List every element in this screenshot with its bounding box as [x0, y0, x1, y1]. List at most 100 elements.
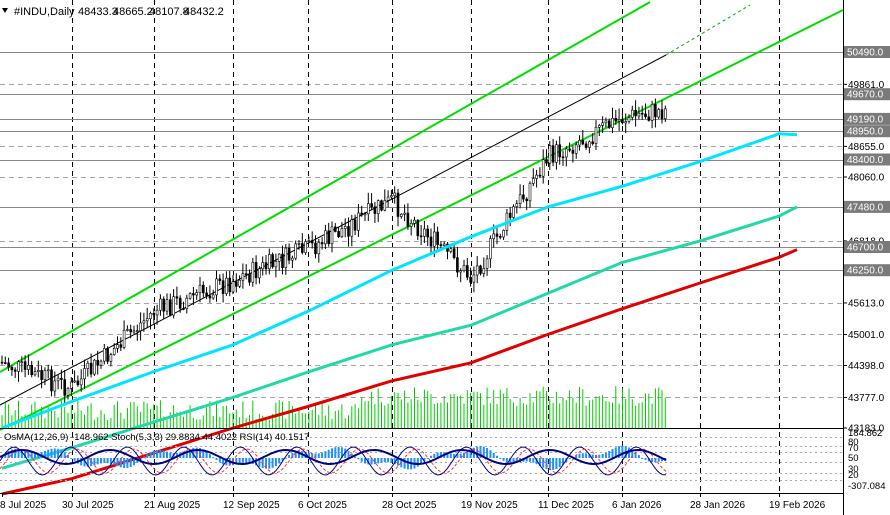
- osma-bar: [129, 458, 132, 467]
- candle-body: [86, 362, 90, 369]
- osma-bar: [24, 450, 27, 458]
- osma-bar: [634, 452, 637, 458]
- candle-body: [630, 109, 634, 118]
- candle-body: [172, 296, 175, 316]
- price-tick-label: 48060.0: [848, 173, 885, 184]
- time-tick-label: 28 Oct 2025: [382, 500, 437, 511]
- candle-body: [10, 366, 14, 371]
- osma-bar: [4, 453, 7, 458]
- osma-bar: [512, 458, 515, 464]
- candle-body: [314, 242, 317, 255]
- osma-bar: [509, 458, 512, 464]
- candle-body: [627, 117, 631, 122]
- chart-menu-icon[interactable]: [2, 8, 8, 13]
- osma-bar: [581, 453, 584, 458]
- osma-bar: [298, 450, 300, 458]
- candle-body: [393, 192, 397, 196]
- candle-body: [584, 143, 588, 148]
- price-tick-label: 43183.0: [848, 424, 885, 435]
- candle-body: [17, 361, 20, 372]
- osma-bar: [373, 458, 376, 465]
- osma-bar: [103, 458, 106, 463]
- candle-body: [56, 377, 60, 382]
- time-tick-label: 8 Jul 2025: [0, 500, 47, 511]
- osma-bar: [149, 451, 152, 458]
- candle-body: [380, 200, 383, 211]
- candle-body: [281, 253, 284, 269]
- osma-bar: [647, 458, 650, 462]
- osma-bar: [10, 449, 13, 458]
- candle-body: [508, 212, 512, 218]
- volume-bars: [1, 386, 666, 428]
- osma-bar: [133, 458, 135, 466]
- candle-body: [571, 149, 575, 154]
- candle-body: [459, 270, 463, 273]
- osma-bar: [591, 454, 594, 458]
- candle-body: [409, 223, 413, 227]
- osma-bar: [100, 458, 102, 464]
- osma-bar: [558, 458, 561, 468]
- candle-body: [185, 297, 189, 309]
- osma-bar: [383, 458, 386, 463]
- candle-body: [165, 299, 169, 312]
- candle-body: [291, 257, 294, 261]
- candle-body: [300, 243, 304, 253]
- candle-body: [188, 293, 192, 299]
- candle-body: [555, 144, 558, 163]
- osma-bar: [604, 452, 607, 458]
- osma-bar: [538, 458, 541, 466]
- osma-bar: [212, 457, 215, 459]
- candle-body: [7, 362, 10, 368]
- price-level-label: 50490.0: [847, 48, 884, 59]
- osma-bar: [238, 458, 241, 464]
- osma-bar: [651, 458, 654, 463]
- osma-bar: [20, 449, 23, 458]
- osma-bar: [416, 458, 419, 467]
- candle-body: [624, 121, 628, 124]
- osma-bar: [50, 448, 53, 458]
- osma-bar: [505, 458, 508, 463]
- candle-body: [274, 260, 278, 268]
- candle-body: [489, 238, 492, 260]
- osma-bar: [241, 458, 244, 463]
- osma-bar: [486, 448, 489, 458]
- price-level-label: 46250.0: [847, 266, 884, 277]
- time-tick-label: 21 Aug 2025: [144, 500, 201, 511]
- osma-bar: [552, 458, 555, 470]
- price-tick-label: 49861.0: [848, 80, 885, 91]
- stoch-signal-line: [0, 448, 667, 474]
- candle-body: [169, 299, 172, 316]
- time-tick-label: 11 Dec 2025: [538, 500, 594, 511]
- osma-bar: [344, 448, 347, 458]
- candle-body: [413, 219, 416, 224]
- candle-body: [142, 320, 146, 324]
- price-level-label: 49670.0: [847, 90, 884, 101]
- osma-bar: [14, 448, 17, 458]
- moving-average-line-2: [1, 205, 798, 470]
- time-tick-label: 12 Sep 2025: [223, 500, 280, 511]
- osma-bar: [449, 453, 452, 458]
- candle-body: [251, 262, 255, 283]
- candle-body: [248, 273, 251, 283]
- indicator-tick-label: 184.862: [848, 428, 882, 439]
- osma-bar: [126, 458, 129, 468]
- candle-body: [238, 279, 241, 287]
- candle-body: [432, 231, 436, 247]
- candle-body: [287, 247, 291, 261]
- candle-body: [241, 273, 245, 281]
- candle-body: [50, 369, 53, 392]
- osma-bar: [17, 449, 20, 458]
- osma-bar: [156, 449, 159, 458]
- osma-bar: [611, 449, 614, 458]
- candle-body: [373, 206, 377, 214]
- candle-body: [442, 243, 446, 246]
- price-level-tag: [844, 200, 890, 213]
- candle-body: [479, 265, 482, 274]
- candle-body: [264, 262, 268, 270]
- candle-body: [353, 219, 357, 231]
- osma-bar: [502, 458, 505, 461]
- candle-body: [175, 296, 179, 299]
- candle-body: [406, 212, 410, 227]
- osma-bar: [202, 449, 205, 458]
